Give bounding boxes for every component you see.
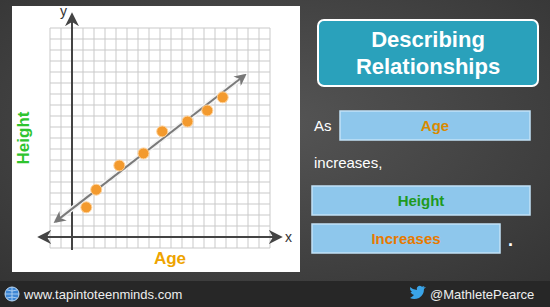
statement-end: .: [508, 230, 513, 250]
slide-root: x y Age Height DescribingRelationships As Age i…: [0, 0, 550, 307]
trend-line: [56, 75, 245, 221]
y-letter: y: [60, 3, 67, 19]
title-box: [318, 20, 538, 86]
grid-line-y: [50, 50, 270, 51]
grid: [50, 28, 270, 248]
grid-line-y: [50, 94, 270, 95]
data-point: [138, 148, 149, 159]
grid-line-y: [50, 182, 270, 183]
title-line: Describing: [371, 27, 485, 52]
data-point: [157, 126, 168, 137]
globe-icon: [5, 287, 19, 301]
grid-line-y: [50, 215, 270, 216]
grid-line-y: [50, 171, 270, 172]
title: DescribingRelationships: [356, 27, 500, 79]
grid-line-y: [50, 39, 270, 40]
statement-verb: increases,: [314, 154, 382, 171]
grid-line-y: [50, 160, 270, 161]
slide: x y Age Height DescribingRelationships As Age i…: [0, 0, 550, 307]
grid-line-y: [50, 28, 270, 29]
grid-line-y: [50, 149, 270, 150]
plot-marks: [56, 75, 245, 221]
background: [0, 0, 550, 307]
x-label: Age: [154, 249, 186, 268]
data-point: [114, 160, 125, 171]
data-point: [217, 92, 228, 103]
statement-result: Height: [398, 192, 445, 209]
footer-website: www.tapintoteenminds.com: [23, 287, 182, 302]
subject-box: [340, 111, 530, 140]
grid-line-y: [50, 105, 270, 106]
result-box: [312, 186, 530, 215]
y-axis: [71, 15, 73, 250]
grid-line-y: [50, 61, 270, 62]
chart-panel: [12, 6, 300, 272]
grid-line-y: [50, 226, 270, 227]
data-point: [91, 184, 102, 195]
statement-direction: Increases: [371, 230, 440, 247]
data-point: [81, 202, 92, 213]
title-line: Relationships: [356, 54, 500, 79]
twitter-icon: [410, 286, 426, 299]
statement-lead: As: [314, 117, 332, 134]
statement-subject: Age: [421, 117, 449, 134]
data-point: [202, 105, 213, 116]
direction-box: [312, 224, 500, 253]
grid-line-y: [50, 72, 270, 73]
footer-twitter: @MathletePearce: [430, 287, 534, 302]
globe-lines: [5, 287, 19, 301]
x-axis: [40, 236, 280, 238]
footer-bar: [0, 281, 550, 307]
y-label: Height: [14, 111, 33, 164]
trend-line-halo: [56, 75, 245, 221]
grid-line-y: [50, 116, 270, 117]
data-point: [182, 116, 193, 127]
grid-line-y: [50, 193, 270, 194]
x-letter: x: [285, 229, 292, 245]
